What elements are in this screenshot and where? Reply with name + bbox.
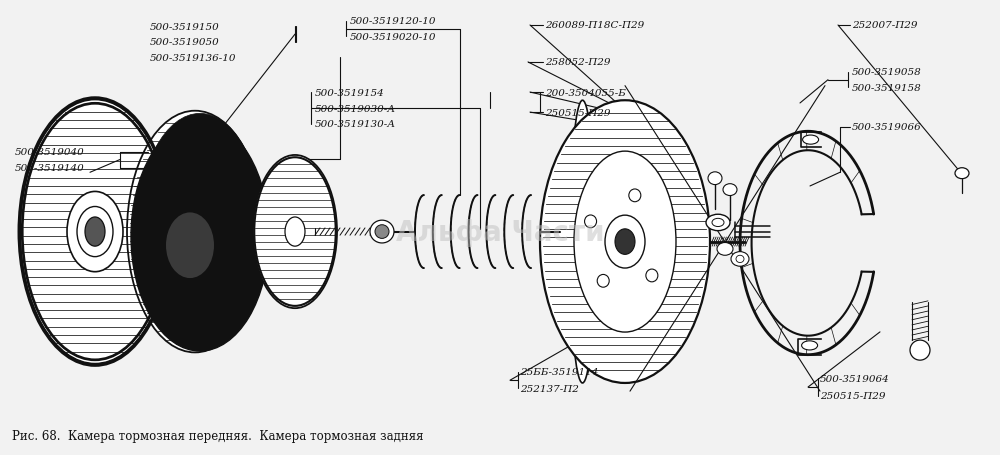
Ellipse shape bbox=[127, 111, 263, 353]
Text: 500-3519136-10: 500-3519136-10 bbox=[150, 54, 237, 63]
Text: 500-3519064: 500-3519064 bbox=[820, 374, 890, 383]
Ellipse shape bbox=[605, 216, 645, 268]
Text: 500-3519020-10: 500-3519020-10 bbox=[350, 33, 436, 42]
Ellipse shape bbox=[717, 243, 733, 256]
Text: 258052-П29: 258052-П29 bbox=[545, 58, 610, 67]
Ellipse shape bbox=[20, 100, 170, 364]
Ellipse shape bbox=[723, 184, 737, 196]
Ellipse shape bbox=[910, 340, 930, 360]
Ellipse shape bbox=[140, 123, 260, 341]
Ellipse shape bbox=[708, 172, 722, 185]
Text: 260089-П18С-П29: 260089-П18С-П29 bbox=[545, 21, 644, 30]
Ellipse shape bbox=[540, 101, 710, 383]
Ellipse shape bbox=[646, 269, 658, 282]
Text: 500-3519140: 500-3519140 bbox=[15, 164, 85, 173]
Ellipse shape bbox=[597, 275, 609, 288]
Ellipse shape bbox=[955, 168, 969, 179]
Text: 500-3519058: 500-3519058 bbox=[852, 68, 922, 77]
Ellipse shape bbox=[574, 152, 676, 332]
Text: Альфа Части: Альфа Части bbox=[396, 218, 604, 246]
Text: 200-3504055-Б: 200-3504055-Б bbox=[545, 88, 626, 97]
Ellipse shape bbox=[629, 190, 641, 202]
Ellipse shape bbox=[166, 213, 214, 278]
Text: 250515-П29: 250515-П29 bbox=[545, 108, 610, 117]
Ellipse shape bbox=[67, 192, 123, 272]
Text: 500-3519154: 500-3519154 bbox=[315, 89, 385, 98]
Text: 500-3519120-10: 500-3519120-10 bbox=[350, 17, 436, 26]
Ellipse shape bbox=[77, 207, 113, 257]
Ellipse shape bbox=[706, 215, 730, 231]
Text: 252137-П2: 252137-П2 bbox=[520, 384, 579, 393]
Text: 500-3519158: 500-3519158 bbox=[852, 84, 922, 93]
Text: 500-3519040: 500-3519040 bbox=[15, 148, 85, 157]
Text: 500-3519150: 500-3519150 bbox=[150, 23, 220, 32]
Text: 25ББ-3519114: 25ББ-3519114 bbox=[520, 367, 598, 376]
Ellipse shape bbox=[253, 156, 337, 308]
Text: 500-3519030-А: 500-3519030-А bbox=[315, 105, 396, 114]
Text: 500-3519050: 500-3519050 bbox=[150, 38, 220, 47]
Text: 250515-П29: 250515-П29 bbox=[820, 391, 886, 400]
Ellipse shape bbox=[370, 221, 394, 243]
Ellipse shape bbox=[731, 252, 749, 267]
Ellipse shape bbox=[803, 136, 819, 145]
Ellipse shape bbox=[137, 114, 263, 350]
Ellipse shape bbox=[285, 217, 305, 247]
Ellipse shape bbox=[570, 101, 595, 383]
Ellipse shape bbox=[375, 225, 389, 239]
Ellipse shape bbox=[585, 216, 597, 228]
Ellipse shape bbox=[131, 122, 269, 351]
Text: 500-3519130-А: 500-3519130-А bbox=[315, 120, 396, 129]
Text: 500-3519066: 500-3519066 bbox=[852, 123, 922, 132]
Text: Рис. 68.  Камера тормозная передняя.  Камера тормозная задняя: Рис. 68. Камера тормозная передняя. Каме… bbox=[12, 430, 424, 442]
Ellipse shape bbox=[85, 217, 105, 247]
Text: 252007-П29: 252007-П29 bbox=[852, 21, 918, 30]
Ellipse shape bbox=[802, 341, 818, 350]
Ellipse shape bbox=[615, 229, 635, 255]
